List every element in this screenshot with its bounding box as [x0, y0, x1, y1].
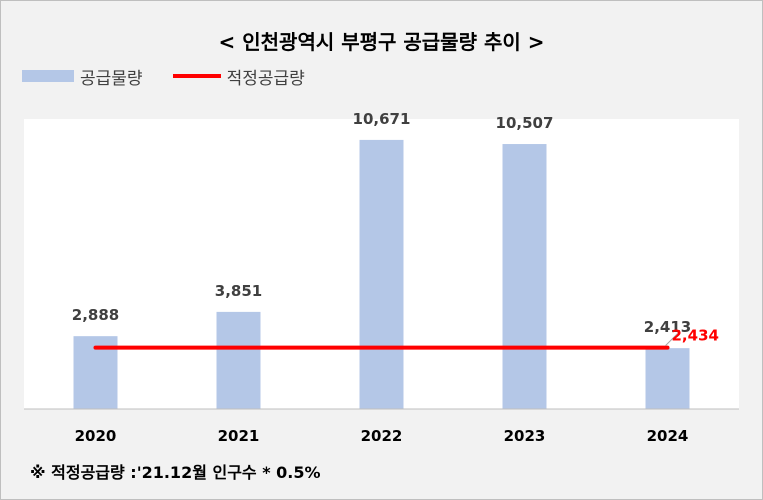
bar-label-2021: 3,851: [215, 282, 262, 300]
bar-2021: [216, 311, 261, 409]
legend-label-proper: 적정공급량: [226, 68, 305, 89]
x-tick-2023: 2023: [504, 427, 546, 445]
bar-label-2022: 10,671: [353, 110, 411, 128]
bar-2023: [502, 144, 547, 409]
bar-2024: [645, 348, 690, 409]
x-tick-2020: 2020: [75, 427, 117, 445]
line-value-label: 2,434: [672, 327, 719, 345]
legend-label-supply: 공급물량: [80, 68, 143, 89]
bar-label-2023: 10,507: [496, 114, 554, 132]
chart-legend: 공급물량 적정공급량: [22, 64, 305, 89]
chart-title: < 인천광역시 부평구 공급물량 추이 >: [218, 30, 545, 54]
chart-footnote: ※ 적정공급량 :'21.12월 인구수 * 0.5%: [30, 463, 321, 482]
x-tick-2024: 2024: [647, 427, 689, 445]
legend-swatch-proper: [172, 74, 221, 78]
x-tick-2021: 2021: [218, 427, 260, 445]
x-tick-2022: 2022: [361, 427, 403, 445]
legend-swatch-supply: [22, 70, 74, 82]
bar-label-2020: 2,888: [72, 306, 119, 324]
line-label-leader: [665, 333, 678, 346]
bar-2022: [359, 139, 404, 409]
bar-label-2024: 2,413: [644, 318, 691, 336]
